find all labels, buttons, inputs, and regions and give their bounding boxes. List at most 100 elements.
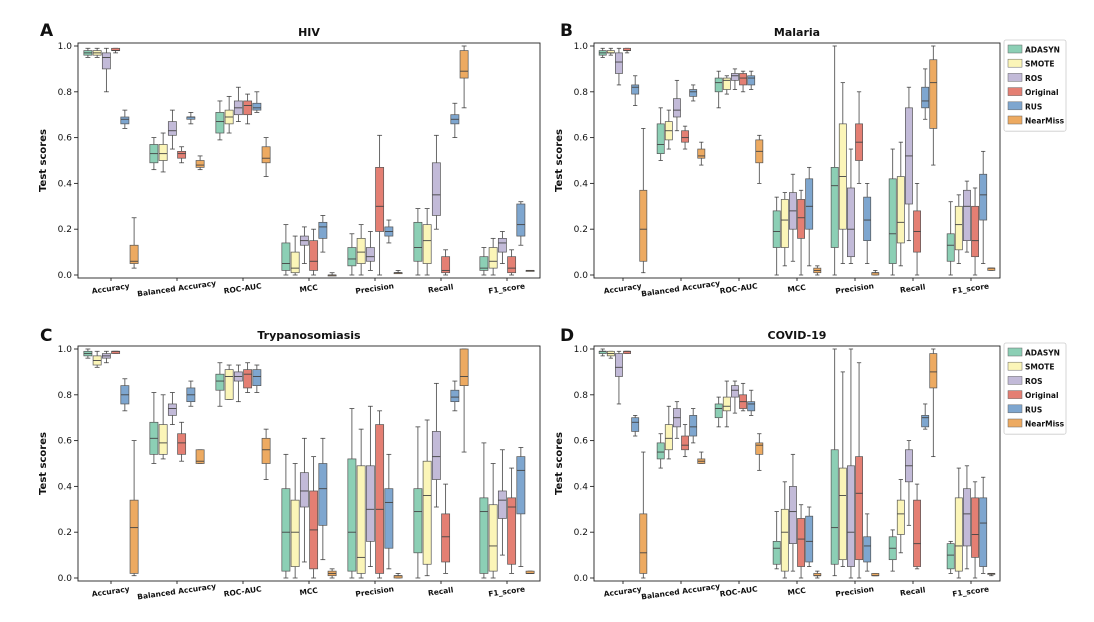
- box-adasyn-mcc: [772, 196, 781, 276]
- box-body: [347, 458, 357, 572]
- box-nearmiss-balanced-accuracy: [697, 451, 706, 464]
- box-body: [309, 240, 319, 271]
- box-body: [946, 233, 955, 262]
- box-adasyn-accuracy: [598, 348, 607, 357]
- legend-swatch: [1007, 58, 1023, 68]
- box-nearmiss-precision: [393, 270, 403, 275]
- legend-label: RUS: [1025, 405, 1042, 414]
- box-body: [747, 75, 756, 86]
- box-nearmiss-recall: [929, 348, 938, 458]
- panel-b: B Malaria 0.0 0.2 0.4 0.6 0.8 1.0 Test scores Acc…: [554, 21, 1067, 299]
- box-smote-accuracy: [92, 350, 102, 368]
- box-body: [689, 89, 698, 97]
- legend-label: Original: [1025, 391, 1059, 400]
- box-body: [261, 146, 271, 164]
- box-rus-balanced-accuracy: [186, 112, 196, 125]
- legend-label: ADASYN: [1025, 46, 1060, 55]
- box-body: [459, 50, 469, 79]
- y-tick-label: 0.2: [58, 528, 72, 538]
- box-nearmiss-balanced-accuracy: [195, 155, 205, 171]
- y-tick-label: 0.0: [574, 574, 589, 584]
- box-original-f1-score: [971, 481, 979, 579]
- box-body: [921, 86, 930, 109]
- box-nearmiss-precision: [393, 573, 403, 579]
- legend-label: SMOTE: [1025, 363, 1054, 372]
- box-body: [896, 499, 905, 535]
- box-nearmiss-accuracy: [129, 440, 139, 577]
- y-tick-label: 0.0: [58, 271, 73, 281]
- box-rus-roc-auc: [252, 91, 262, 113]
- box-nearmiss-recall: [459, 348, 469, 453]
- box-body: [497, 238, 507, 253]
- box-adasyn-accuracy: [598, 47, 607, 58]
- box-ros-roc-auc: [731, 380, 739, 414]
- box-smote-precision: [356, 224, 366, 276]
- panel-letter: D: [560, 326, 574, 346]
- legend-swatch: [1007, 376, 1023, 385]
- box-nearmiss-f1-score: [987, 572, 996, 577]
- box-body: [830, 449, 839, 565]
- box-nearmiss-roc-auc: [755, 134, 764, 184]
- legend-swatch: [1007, 87, 1023, 96]
- box-adasyn-recall: [413, 426, 423, 579]
- box-body: [167, 403, 177, 416]
- box-original-roc-auc: [739, 70, 747, 93]
- box-smote-f1-score: [954, 194, 963, 264]
- box-nearmiss-roc-auc: [261, 137, 271, 177]
- box-body: [971, 497, 979, 558]
- box-rus-f1-score: [516, 447, 526, 567]
- panel-title: Malaria: [774, 26, 820, 39]
- y-tick-label: 0.6: [574, 134, 589, 144]
- legend-swatch: [1007, 115, 1023, 125]
- box-nearmiss-precision: [871, 573, 880, 577]
- box-rus-roc-auc: [252, 364, 262, 393]
- box-adasyn-precision: [347, 233, 357, 276]
- box-original-accuracy: [111, 47, 121, 54]
- box-body: [507, 256, 517, 274]
- box-body: [896, 176, 905, 244]
- box-body: [281, 488, 291, 572]
- box-ros-f1-score: [963, 465, 971, 570]
- box-adasyn-roc-auc: [215, 362, 225, 407]
- x-tick-label: F1_score: [488, 584, 526, 598]
- panel-d: D COVID-19 0.0 0.2 0.4 0.6 0.8 1.0 Test scores Ac…: [554, 326, 1067, 602]
- box-original-balanced-accuracy: [681, 424, 689, 458]
- box-body: [431, 431, 441, 480]
- box-adasyn-f1-score: [946, 201, 955, 276]
- x-tick-label: Precision: [355, 584, 395, 598]
- y-axis-title: Test scores: [38, 432, 49, 495]
- box-rus-accuracy: [631, 75, 640, 106]
- box-body: [158, 424, 168, 455]
- box-body: [195, 160, 205, 168]
- legend-label: NearMiss: [1025, 117, 1065, 126]
- box-smote-roc-auc: [224, 364, 234, 400]
- y-tick-label: 0.2: [574, 225, 588, 235]
- y-tick-label: 0.6: [574, 437, 589, 447]
- box-body: [780, 508, 789, 572]
- box-adasyn-f1-score: [479, 247, 489, 276]
- y-tick-label: 0.4: [58, 179, 73, 189]
- box-ros-precision: [365, 231, 375, 271]
- box-ros-accuracy: [615, 350, 623, 405]
- box-smote-mcc: [780, 192, 789, 267]
- box-body: [639, 189, 648, 262]
- box-adasyn-mcc: [281, 453, 291, 579]
- box-body: [158, 144, 168, 161]
- box-ros-mcc: [789, 173, 797, 262]
- box-original-recall: [913, 182, 921, 276]
- box-ros-balanced-accuracy: [673, 401, 681, 439]
- box-body: [290, 499, 300, 567]
- box-original-mcc: [309, 228, 319, 276]
- box-nearmiss-accuracy: [129, 217, 139, 269]
- x-tick-label: Accuracy: [603, 584, 642, 598]
- box-body: [731, 73, 739, 81]
- box-body: [365, 465, 375, 542]
- x-tick-label: F1_score: [952, 584, 990, 598]
- legend-label: SMOTE: [1025, 60, 1054, 69]
- box-body: [979, 173, 988, 221]
- y-tick-label: 0.2: [574, 528, 588, 538]
- y-tick-label: 0.0: [574, 271, 589, 281]
- box-body: [318, 221, 328, 239]
- box-body: [805, 515, 814, 563]
- box-rus-recall: [921, 68, 930, 120]
